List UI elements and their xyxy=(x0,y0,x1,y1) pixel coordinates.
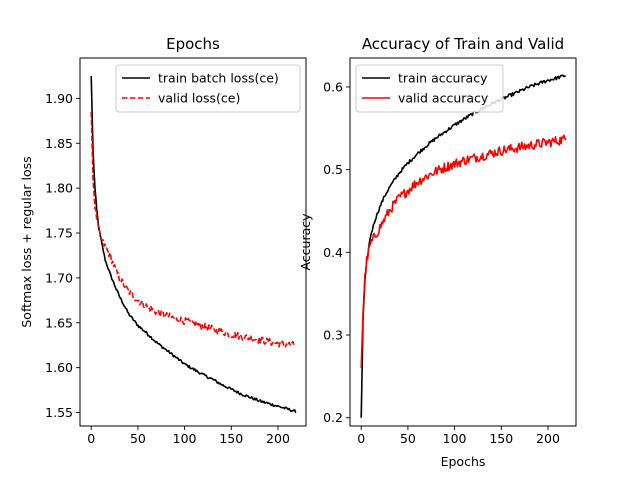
y-tick-label: 0.4 xyxy=(323,245,343,260)
y-tick-label: 1.65 xyxy=(45,315,73,330)
x-tick-label: 50 xyxy=(130,431,146,446)
x-tick-label: 150 xyxy=(489,431,513,446)
y-tick-label: 1.90 xyxy=(45,91,73,106)
legend: train batch loss(ce) valid loss(ce) xyxy=(115,64,301,113)
legend: train accuracy valid accuracy xyxy=(355,64,504,113)
y-tick-label: 1.70 xyxy=(45,270,73,285)
y-tick-label: 1.75 xyxy=(45,226,73,241)
legend-label: valid accuracy xyxy=(398,91,489,106)
y-tick-label: 1.60 xyxy=(45,360,73,375)
y-tick-label: 0.2 xyxy=(323,410,343,425)
x-tick-label: 50 xyxy=(400,431,416,446)
y-tick-label: 1.85 xyxy=(45,136,73,151)
x-tick-label: 150 xyxy=(219,431,243,446)
series-line-accuracy-0 xyxy=(360,74,567,418)
x-tick-label: 200 xyxy=(266,431,290,446)
x-axis-label: Epochs xyxy=(441,454,486,469)
series-line-loss-1 xyxy=(90,111,296,348)
loss-plot: 0 50 100 150 200 1.55 1.60 1.65 1.70 1.75 1.80 1.85… xyxy=(19,35,307,446)
series-line-loss-0 xyxy=(90,75,297,414)
chart-title: Epochs xyxy=(166,35,220,53)
chart-title: Accuracy of Train and Valid xyxy=(362,35,564,53)
legend-label: train batch loss(ce) xyxy=(158,71,279,86)
axes-frame xyxy=(79,57,307,427)
y-tick-label: 0.6 xyxy=(323,79,343,94)
x-tick-label: 100 xyxy=(173,431,197,446)
legend-label: valid loss(ce) xyxy=(158,91,240,106)
y-tick-label: 1.80 xyxy=(45,181,73,196)
x-tick-label: 100 xyxy=(443,431,467,446)
accuracy-plot: 0 50 100 150 200 0.2 0.3 0.4 0.5 0.6 Accuracy of T… xyxy=(298,35,577,469)
x-tick-label: 0 xyxy=(357,431,365,446)
x-tick-label: 0 xyxy=(87,431,95,446)
legend-box xyxy=(115,64,301,113)
axes-frame xyxy=(349,57,577,427)
y-tick-label: 1.55 xyxy=(45,405,73,420)
y-axis-label: Softmax loss + regular loss xyxy=(19,156,34,327)
x-tick-label: 200 xyxy=(536,431,560,446)
series-line-accuracy-1 xyxy=(360,134,567,369)
legend-box xyxy=(355,64,504,113)
y-tick-label: 0.5 xyxy=(323,162,343,177)
y-axis-label: Accuracy xyxy=(298,213,313,271)
legend-label: train accuracy xyxy=(398,71,488,86)
y-tick-label: 0.3 xyxy=(323,328,343,343)
